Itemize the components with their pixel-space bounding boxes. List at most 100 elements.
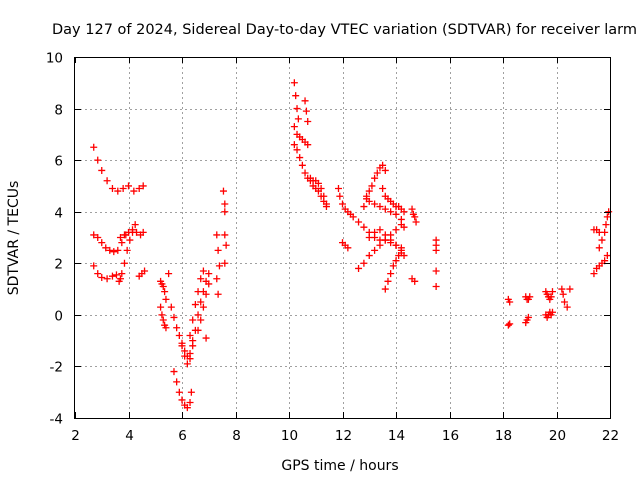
data-point bbox=[344, 244, 352, 252]
data-point bbox=[181, 352, 189, 360]
data-point bbox=[108, 272, 116, 280]
data-point bbox=[336, 192, 344, 200]
series-arc-aj bbox=[504, 295, 514, 306]
data-point bbox=[187, 388, 195, 396]
data-point bbox=[110, 248, 118, 256]
data-point bbox=[159, 316, 167, 324]
data-point bbox=[197, 298, 205, 306]
series-arc-af bbox=[379, 185, 408, 216]
data-point bbox=[384, 277, 392, 285]
data-point bbox=[94, 270, 102, 278]
series-arc-ah bbox=[408, 275, 419, 285]
x-tick-label: 4 bbox=[125, 428, 134, 444]
data-point bbox=[301, 169, 309, 177]
data-point bbox=[119, 185, 127, 193]
data-point bbox=[221, 200, 229, 208]
series-arc-aq bbox=[590, 252, 611, 278]
data-point bbox=[392, 241, 400, 249]
data-point bbox=[355, 264, 363, 272]
data-point bbox=[320, 192, 328, 200]
y-tick-label: 10 bbox=[46, 51, 63, 67]
data-point bbox=[131, 221, 139, 229]
data-point bbox=[360, 203, 368, 211]
data-point bbox=[205, 270, 213, 278]
data-point bbox=[506, 298, 514, 306]
data-point bbox=[432, 267, 440, 275]
data-point bbox=[298, 161, 306, 169]
data-point bbox=[563, 303, 571, 311]
data-point bbox=[191, 301, 199, 309]
series-arc-m bbox=[186, 267, 207, 339]
data-point bbox=[601, 228, 609, 236]
data-point bbox=[126, 236, 134, 244]
data-point bbox=[197, 275, 205, 283]
data-point bbox=[116, 234, 124, 241]
data-point bbox=[118, 239, 126, 247]
series-arc-ae bbox=[339, 239, 352, 252]
data-point bbox=[595, 244, 603, 252]
data-point bbox=[379, 161, 387, 169]
series-arc-t bbox=[290, 79, 302, 123]
data-point bbox=[355, 218, 363, 226]
series-arc-r bbox=[219, 187, 229, 216]
data-point bbox=[387, 208, 395, 216]
data-point bbox=[178, 396, 186, 404]
data-point bbox=[290, 141, 298, 149]
x-tick-label: 16 bbox=[442, 428, 459, 444]
data-point bbox=[363, 192, 371, 200]
data-point bbox=[157, 303, 165, 311]
data-point bbox=[290, 79, 298, 87]
data-point bbox=[392, 257, 400, 265]
data-point bbox=[397, 221, 405, 229]
data-point bbox=[98, 239, 106, 247]
data-point bbox=[222, 241, 230, 249]
data-point bbox=[189, 316, 197, 324]
series-arc-s bbox=[221, 231, 230, 267]
data-point bbox=[94, 234, 102, 241]
data-point bbox=[603, 213, 611, 221]
x-tick-label: 22 bbox=[602, 428, 619, 444]
x-tick-label: 18 bbox=[495, 428, 512, 444]
data-point bbox=[123, 246, 131, 254]
data-point bbox=[304, 141, 312, 149]
x-tick-label: 20 bbox=[549, 428, 566, 444]
data-point bbox=[186, 331, 194, 339]
data-point bbox=[98, 273, 106, 281]
data-point bbox=[219, 187, 227, 195]
data-point bbox=[103, 275, 111, 283]
data-point bbox=[381, 166, 389, 174]
data-point bbox=[189, 342, 197, 350]
series-arc-ad bbox=[365, 226, 408, 260]
data-point bbox=[526, 293, 534, 301]
data-point bbox=[103, 177, 111, 185]
data-point bbox=[548, 288, 556, 296]
data-point bbox=[360, 259, 368, 267]
data-points bbox=[90, 79, 613, 412]
data-point bbox=[165, 270, 173, 278]
series-arc-h bbox=[165, 270, 173, 278]
data-point bbox=[133, 228, 141, 236]
data-point bbox=[186, 399, 194, 407]
plot-frame bbox=[74, 57, 611, 419]
data-point bbox=[387, 236, 395, 244]
data-point bbox=[293, 146, 301, 154]
data-point bbox=[566, 285, 574, 293]
y-axis-label: SDTVAR / TECUs bbox=[6, 181, 22, 296]
axis-ticks: 2 4 6 8 10 12 14 16 18 20 22 -4 -2 0 2 4 6 8 10 bbox=[46, 51, 619, 445]
data-point bbox=[194, 288, 202, 296]
data-point bbox=[603, 252, 611, 260]
x-tick-label: 10 bbox=[281, 428, 298, 444]
data-point bbox=[102, 244, 110, 252]
data-point bbox=[115, 277, 123, 285]
data-point bbox=[302, 107, 310, 115]
data-point bbox=[301, 97, 309, 105]
series-arc-i bbox=[157, 303, 170, 332]
data-point bbox=[339, 200, 346, 208]
data-point bbox=[400, 252, 408, 260]
data-point bbox=[412, 218, 420, 226]
y-tick-label: -4 bbox=[50, 412, 63, 428]
data-point bbox=[389, 262, 397, 270]
data-point bbox=[90, 231, 98, 239]
data-point bbox=[558, 285, 566, 293]
